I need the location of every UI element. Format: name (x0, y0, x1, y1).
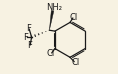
Text: F: F (27, 41, 32, 50)
Text: NH₂: NH₂ (46, 3, 62, 12)
Text: Cl: Cl (70, 13, 78, 22)
Text: F: F (23, 32, 28, 42)
Text: F: F (26, 24, 31, 33)
Text: Cl: Cl (71, 58, 80, 67)
Text: Cl: Cl (46, 49, 55, 58)
Polygon shape (49, 10, 54, 30)
